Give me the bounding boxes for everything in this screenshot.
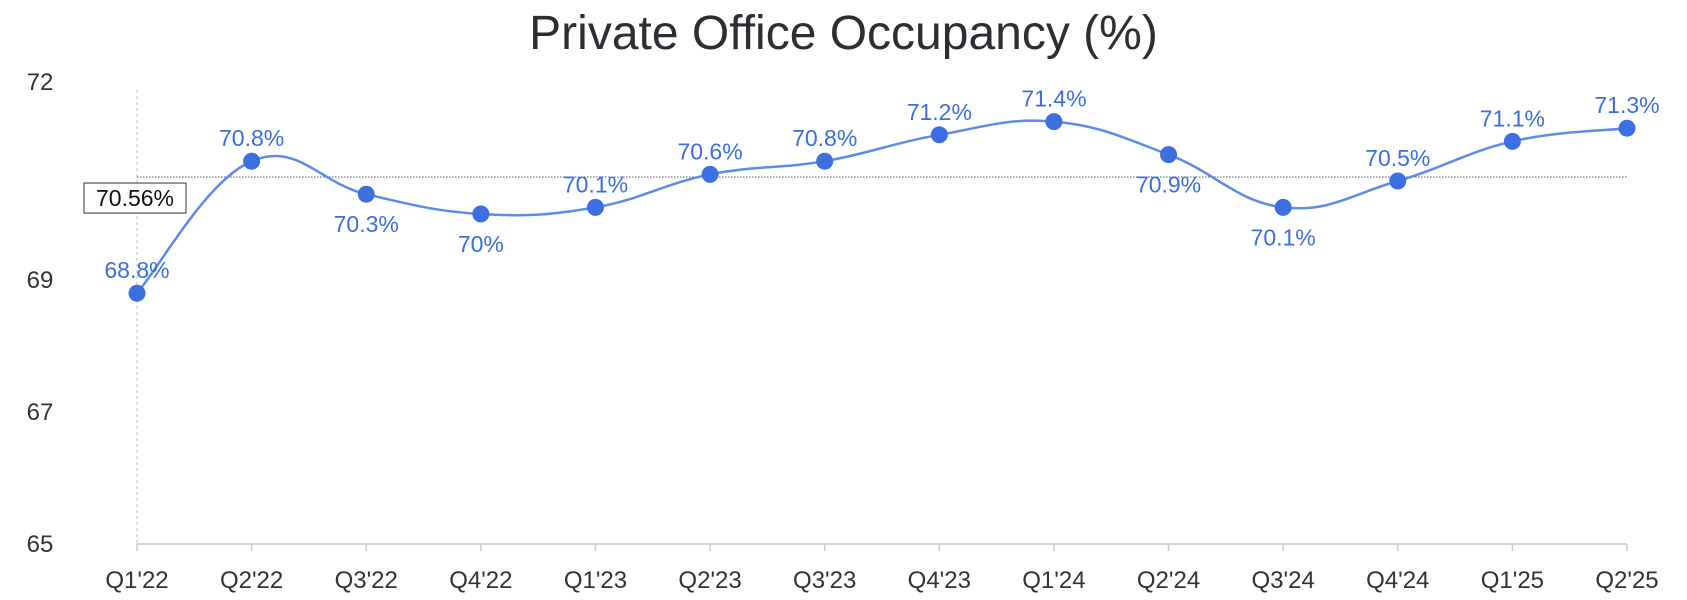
data-point xyxy=(128,284,146,302)
data-point xyxy=(1618,119,1636,137)
data-label: 70.9% xyxy=(1136,172,1201,198)
data-point xyxy=(1160,146,1178,164)
data-label: 71.1% xyxy=(1480,105,1545,131)
x-tick-label: Q1'23 xyxy=(564,567,627,594)
data-point xyxy=(1503,132,1521,150)
data-point xyxy=(701,165,719,183)
data-label: 70.3% xyxy=(334,211,399,237)
data-point xyxy=(357,185,375,203)
y-tick-label: 69 xyxy=(27,267,54,294)
data-label: 70.1% xyxy=(563,171,628,197)
x-tick-label: Q1'22 xyxy=(105,567,168,594)
data-label: 70.6% xyxy=(677,138,742,164)
x-tick-label: Q1'24 xyxy=(1022,567,1085,594)
data-label: 70.1% xyxy=(1251,224,1316,250)
x-tick-label: Q2'25 xyxy=(1595,567,1658,594)
average-label-box xyxy=(83,182,187,214)
data-point xyxy=(1274,198,1292,216)
average-label: 70.56% xyxy=(96,185,174,211)
x-tick-label: Q3'22 xyxy=(335,567,398,594)
y-tick-label: 65 xyxy=(27,531,54,558)
y-tick-label: 72 xyxy=(27,69,54,96)
x-tick-label: Q3'24 xyxy=(1252,567,1315,594)
chart-title: Private Office Occupancy (%) xyxy=(529,7,1158,60)
x-tick-label: Q1'25 xyxy=(1481,567,1544,594)
data-label: 71.2% xyxy=(907,99,972,125)
data-label: 70.8% xyxy=(219,125,284,151)
y-tick-label: 67 xyxy=(27,399,54,426)
x-tick-label: Q2'24 xyxy=(1137,567,1200,594)
x-tick-label: Q2'22 xyxy=(220,567,283,594)
data-label: 68.8% xyxy=(104,257,169,283)
data-point xyxy=(816,152,834,170)
x-tick-label: Q2'23 xyxy=(678,567,741,594)
data-point xyxy=(930,126,948,144)
data-point xyxy=(1045,113,1063,131)
data-label: 70% xyxy=(458,231,504,257)
data-label: 71.3% xyxy=(1594,92,1659,118)
data-point xyxy=(243,152,261,170)
x-tick-label: Q3'23 xyxy=(793,567,856,594)
x-tick-label: Q4'24 xyxy=(1366,567,1429,594)
x-tick-label: Q4'23 xyxy=(908,567,971,594)
data-label: 70.5% xyxy=(1365,145,1430,171)
x-tick-label: Q4'22 xyxy=(449,567,512,594)
data-label: 71.4% xyxy=(1021,86,1086,112)
data-point xyxy=(1389,172,1407,190)
data-point xyxy=(472,205,490,223)
data-label: 70.8% xyxy=(792,125,857,151)
data-point xyxy=(586,198,604,216)
